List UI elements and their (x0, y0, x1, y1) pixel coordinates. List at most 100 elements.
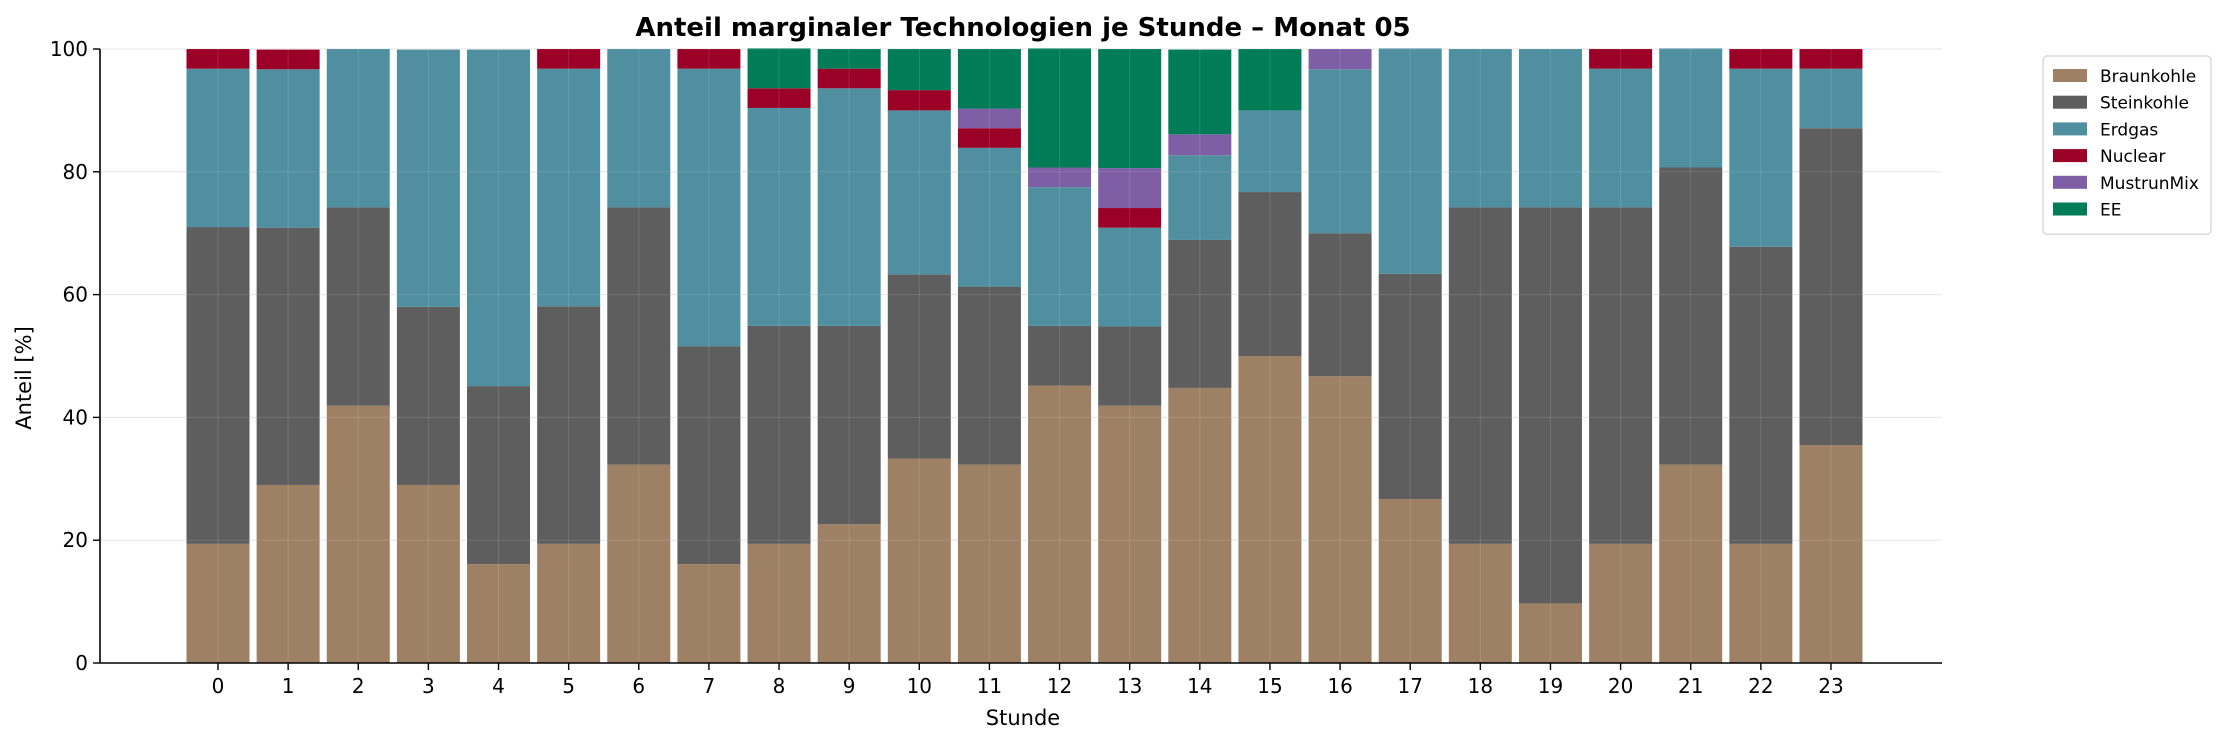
y-axis-label: Anteil [%] (12, 326, 36, 430)
bar-erdgas-11 (957, 147, 1021, 287)
bar-braunkohle-22 (1729, 543, 1793, 663)
bar-erdgas-0 (186, 68, 250, 228)
x-tick-label-13: 13 (1117, 674, 1142, 698)
bar-braunkohle-9 (817, 524, 881, 663)
bar-ee-15 (1238, 49, 1302, 111)
chart-title: Anteil marginaler Technologien je Stunde… (635, 13, 1410, 43)
bar-ee-14 (1168, 49, 1232, 135)
bar-braunkohle-16 (1308, 376, 1372, 663)
bar-erdgas-12 (1028, 187, 1092, 326)
bar-erdgas-1 (256, 69, 320, 228)
bar-braunkohle-5 (537, 543, 601, 663)
bar-nuclear-0 (186, 49, 250, 69)
bar-erdgas-20 (1589, 68, 1653, 208)
bar-steinkohle-10 (887, 274, 951, 459)
x-tick-label-3: 3 (422, 674, 435, 698)
legend-swatch-steinkohle (2053, 95, 2087, 109)
bar-braunkohle-10 (887, 458, 951, 663)
bar-steinkohle-16 (1308, 233, 1372, 377)
bar-steinkohle-2 (326, 207, 390, 406)
bar-steinkohle-18 (1448, 207, 1512, 544)
x-tick-label-21: 21 (1678, 674, 1703, 698)
x-axis-label: Stunde (986, 706, 1060, 730)
x-tick-label-15: 15 (1257, 674, 1282, 698)
bar-steinkohle-20 (1589, 207, 1653, 544)
legend-swatch-nuclear (2053, 149, 2087, 163)
bar-nuclear-20 (1589, 49, 1653, 69)
bar-nuclear-7 (677, 49, 741, 69)
bar-braunkohle-1 (256, 484, 320, 663)
x-tick-label-20: 20 (1608, 674, 1633, 698)
legend-swatch-mustrunmix (2053, 175, 2087, 189)
x-tick-label-18: 18 (1468, 674, 1493, 698)
bar-steinkohle-4 (467, 386, 531, 565)
bar-steinkohle-22 (1729, 246, 1793, 544)
bar-steinkohle-7 (677, 346, 741, 565)
bar-steinkohle-3 (396, 306, 460, 485)
x-tick-label-10: 10 (907, 674, 932, 698)
x-tick-label-8: 8 (773, 674, 786, 698)
bar-nuclear-1 (256, 49, 320, 70)
y-tick-label-100: 100 (50, 37, 88, 61)
x-tick-label-2: 2 (352, 674, 365, 698)
x-tick-label-23: 23 (1818, 674, 1843, 698)
bar-braunkohle-15 (1238, 356, 1302, 663)
y-axis-ticks: 0 20 40 60 80 100 (50, 37, 100, 675)
bar-braunkohle-13 (1098, 405, 1162, 663)
bar-erdgas-5 (537, 68, 601, 307)
bar-nuclear-8 (747, 88, 811, 108)
bar-steinkohle-19 (1518, 207, 1582, 604)
bar-nuclear-11 (957, 128, 1021, 148)
legend-label-erdgas: Erdgas (2100, 120, 2158, 140)
bar-erdgas-19 (1518, 49, 1582, 208)
bars (100, 48, 1942, 664)
bar-braunkohle-14 (1168, 387, 1232, 663)
x-tick-label-9: 9 (843, 674, 856, 698)
bar-mustrunmix-13 (1098, 168, 1162, 209)
legend-label-nuclear: Nuclear (2100, 147, 2165, 167)
x-tick-label-4: 4 (492, 674, 505, 698)
bar-braunkohle-0 (186, 543, 250, 663)
bar-erdgas-14 (1168, 155, 1232, 240)
legend-label-braunkohle: Braunkohle (2100, 67, 2196, 87)
bar-erdgas-15 (1238, 110, 1302, 193)
bar-steinkohle-6 (607, 207, 671, 465)
bar-ee-13 (1098, 49, 1162, 169)
bar-steinkohle-15 (1238, 192, 1302, 356)
legend-swatch-erdgas (2053, 122, 2087, 136)
bar-braunkohle-7 (677, 564, 741, 663)
bar-nuclear-9 (817, 68, 881, 89)
bar-ee-12 (1028, 48, 1092, 168)
y-tick-label-20: 20 (63, 528, 88, 552)
bar-mustrunmix-16 (1308, 49, 1372, 70)
y-tick-label-0: 0 (75, 651, 88, 675)
x-tick-label-1: 1 (282, 674, 295, 698)
bar-mustrunmix-11 (957, 108, 1021, 129)
bar-erdgas-8 (747, 107, 811, 326)
x-tick-label-22: 22 (1748, 674, 1773, 698)
bar-erdgas-2 (326, 49, 390, 208)
bar-ee-10 (887, 49, 951, 91)
y-tick-label-80: 80 (63, 160, 88, 184)
x-tick-label-19: 19 (1538, 674, 1563, 698)
x-tick-label-5: 5 (562, 674, 575, 698)
bar-erdgas-10 (887, 110, 951, 275)
x-tick-label-6: 6 (632, 674, 645, 698)
bar-ee-11 (957, 49, 1021, 109)
bar-nuclear-10 (887, 90, 951, 111)
bar-ee-8 (747, 48, 811, 89)
bar-erdgas-16 (1308, 69, 1372, 234)
x-tick-label-12: 12 (1047, 674, 1072, 698)
x-tick-label-14: 14 (1187, 674, 1212, 698)
bar-erdgas-3 (396, 49, 460, 307)
bar-braunkohle-19 (1518, 603, 1582, 663)
bar-steinkohle-23 (1799, 128, 1863, 446)
bar-erdgas-6 (607, 49, 671, 208)
legend-swatch-ee (2053, 202, 2087, 216)
bar-braunkohle-17 (1378, 499, 1442, 663)
bar-steinkohle-11 (957, 286, 1021, 465)
x-tick-label-0: 0 (212, 674, 225, 698)
x-tick-label-11: 11 (977, 674, 1002, 698)
bar-nuclear-5 (537, 49, 601, 69)
bar-steinkohle-8 (747, 325, 811, 544)
